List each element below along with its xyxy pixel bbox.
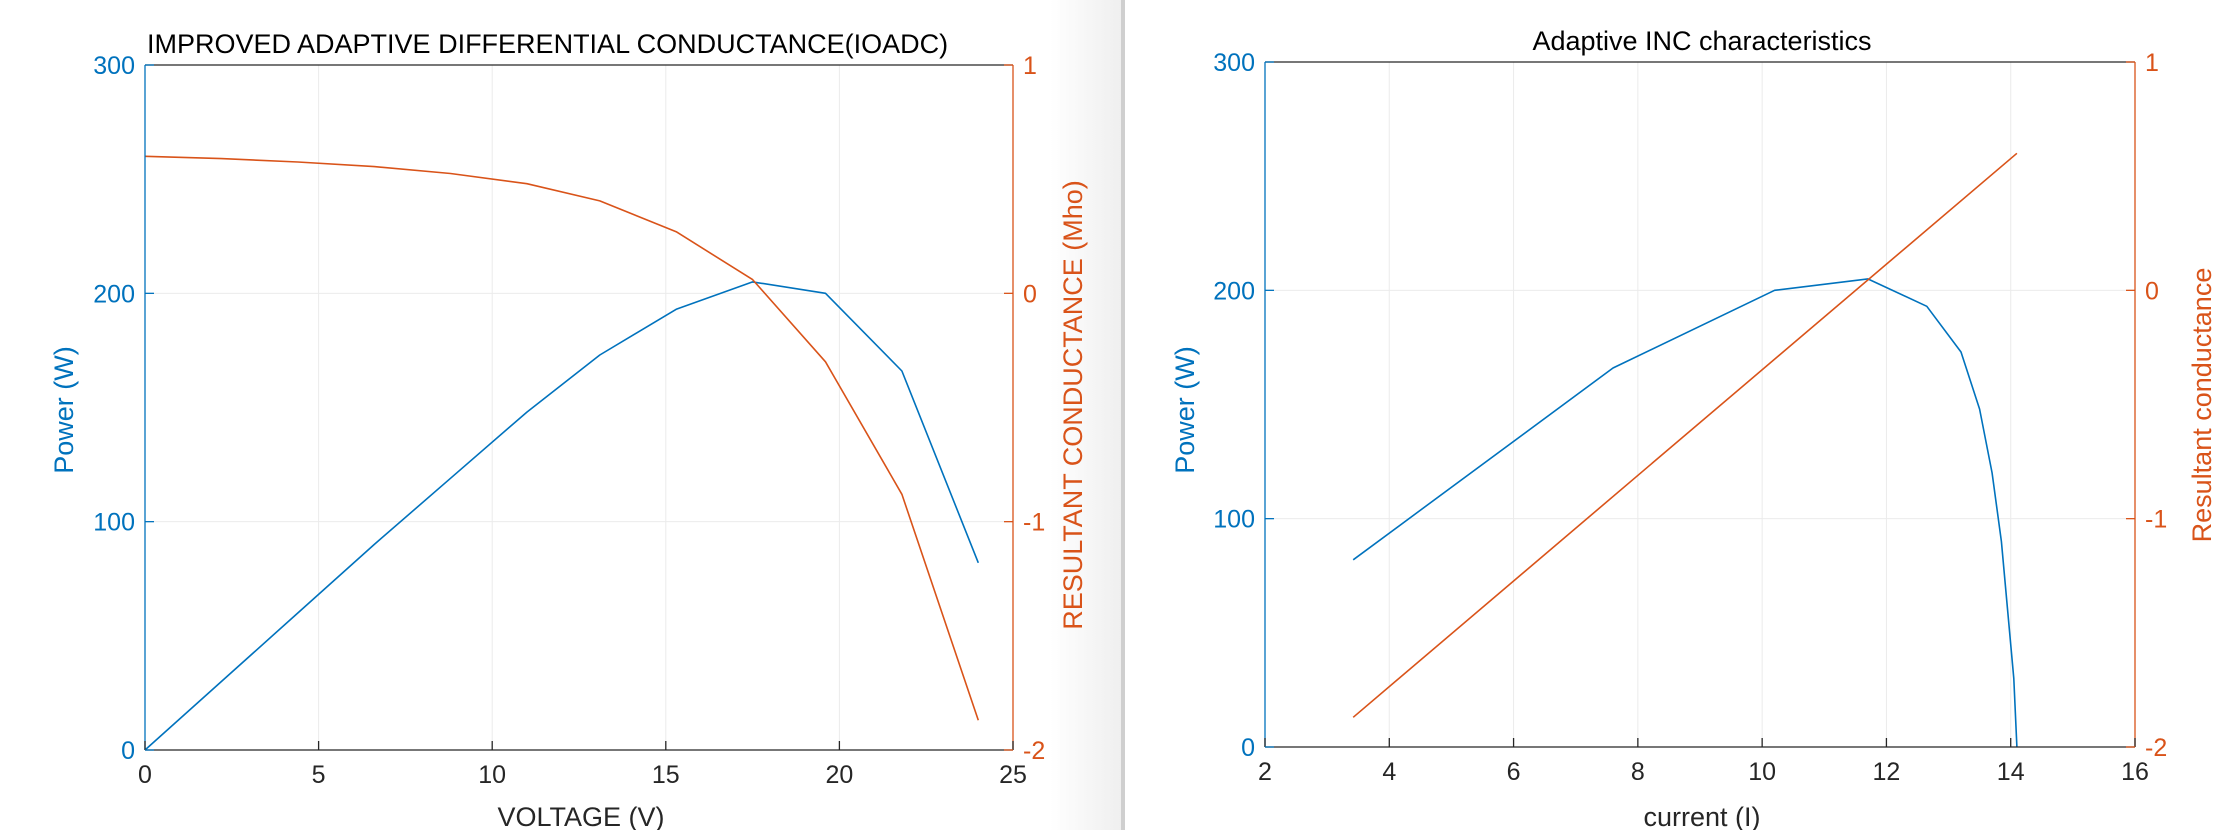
chart-adaptive-inc-xtick-label: 4 (1382, 758, 1396, 786)
chart-adaptive-inc-series-power (1352, 278, 2018, 748)
chart-ioadc-ytick-right-label: 0 (1023, 280, 1037, 308)
chart-adaptive-inc-ytick-right-label: -2 (2145, 734, 2167, 762)
chart-adaptive-inc-series-conductance (1352, 152, 2018, 718)
chart-ioadc-ytick-right-label: -1 (1023, 509, 1045, 537)
chart-adaptive-inc-ytick-left-label: 200 (1213, 277, 1255, 305)
chart-ioadc-ytick-right-label: -2 (1023, 737, 1045, 765)
chart-ioadc-xtick-label: 0 (138, 761, 152, 789)
chart-ioadc-ylabel-left: Power (W) (49, 346, 79, 474)
chart-ioadc-xtick-label: 20 (825, 761, 853, 789)
chart-adaptive-inc-xtick-label: 8 (1631, 758, 1645, 786)
figure-divider (1121, 0, 1125, 830)
chart-ioadc-ylabel-right: RESULTANT CONDUCTANCE (Mho) (1058, 180, 1088, 630)
chart-adaptive-inc-title: Adaptive INC characteristics (1532, 26, 1871, 56)
chart-adaptive-inc-ytick-left-label: 100 (1213, 506, 1255, 534)
chart-adaptive-inc-ytick-right-label: -1 (2145, 506, 2167, 534)
chart-ioadc-ticks: 0 5 10 15 20 25 0 100 200 300 -2 -1 0 1 (93, 52, 1045, 789)
chart-adaptive-inc-xtick-label: 10 (1748, 758, 1776, 786)
chart-ioadc-series-conductance (144, 155, 980, 721)
chart-ioadc-ytick-left-label: 0 (121, 737, 135, 765)
chart-ioadc: 0 5 10 15 20 25 0 100 200 300 -2 -1 0 1 IMPROVED ADAP… (49, 29, 1088, 830)
chart-ioadc-ytick-left-label: 200 (93, 280, 135, 308)
chart-ioadc-title: IMPROVED ADAPTIVE DIFFERENTIAL CONDUCTAN… (147, 29, 948, 59)
chart-adaptive-inc-ylabel-left: Power (W) (1170, 346, 1200, 474)
chart-adaptive-inc-xtick-label: 12 (1873, 758, 1901, 786)
chart-ioadc-xtick-label: 25 (999, 761, 1027, 789)
chart-adaptive-inc-axes (1264, 61, 2136, 748)
chart-ioadc-ytick-left-label: 100 (93, 509, 135, 537)
chart-adaptive-inc-ytick-left-label: 0 (1241, 734, 1255, 762)
chart-ioadc-xtick-label: 15 (652, 761, 680, 789)
chart-adaptive-inc-ylabel-right: Resultant conductance (2187, 268, 2217, 543)
chart-ioadc-xlabel: VOLTAGE (V) (497, 802, 664, 830)
chart-ioadc-xtick-label: 10 (478, 761, 506, 789)
chart-ioadc-grid (144, 64, 1014, 751)
chart-adaptive-inc-xtick-label: 16 (2121, 758, 2149, 786)
chart-adaptive-inc-ytick-right-label: 1 (2145, 49, 2159, 77)
chart-adaptive-inc-xlabel: current (I) (1643, 802, 1760, 830)
left-figure-background (0, 0, 1125, 830)
chart-ioadc-ytick-right-label: 1 (1023, 52, 1037, 80)
chart-adaptive-inc-ticks: 2 4 6 8 10 12 14 16 0 100 200 300 -2 -1 0 1 (1213, 49, 2167, 786)
chart-ioadc-series (144, 155, 980, 751)
chart-adaptive-inc: 2 4 6 8 10 12 14 16 0 100 200 300 -2 -1 0 1 Adaptive IN… (1170, 26, 2217, 830)
chart-ioadc-series-power (144, 281, 980, 751)
chart-adaptive-inc-xtick-label: 2 (1258, 758, 1272, 786)
chart-adaptive-inc-ytick-right-label: 0 (2145, 277, 2159, 305)
right-figure-background (1125, 0, 2230, 830)
chart-ioadc-axes (144, 64, 1014, 751)
chart-adaptive-inc-xtick-label: 6 (1507, 758, 1521, 786)
chart-adaptive-inc-ytick-left-label: 300 (1213, 49, 1255, 77)
chart-ioadc-xtick-label: 5 (312, 761, 326, 789)
chart-ioadc-ytick-left-label: 300 (93, 52, 135, 80)
chart-adaptive-inc-series (1352, 152, 2018, 748)
figure-gap-shadow (1050, 0, 1125, 830)
chart-adaptive-inc-xtick-label: 14 (1997, 758, 2025, 786)
